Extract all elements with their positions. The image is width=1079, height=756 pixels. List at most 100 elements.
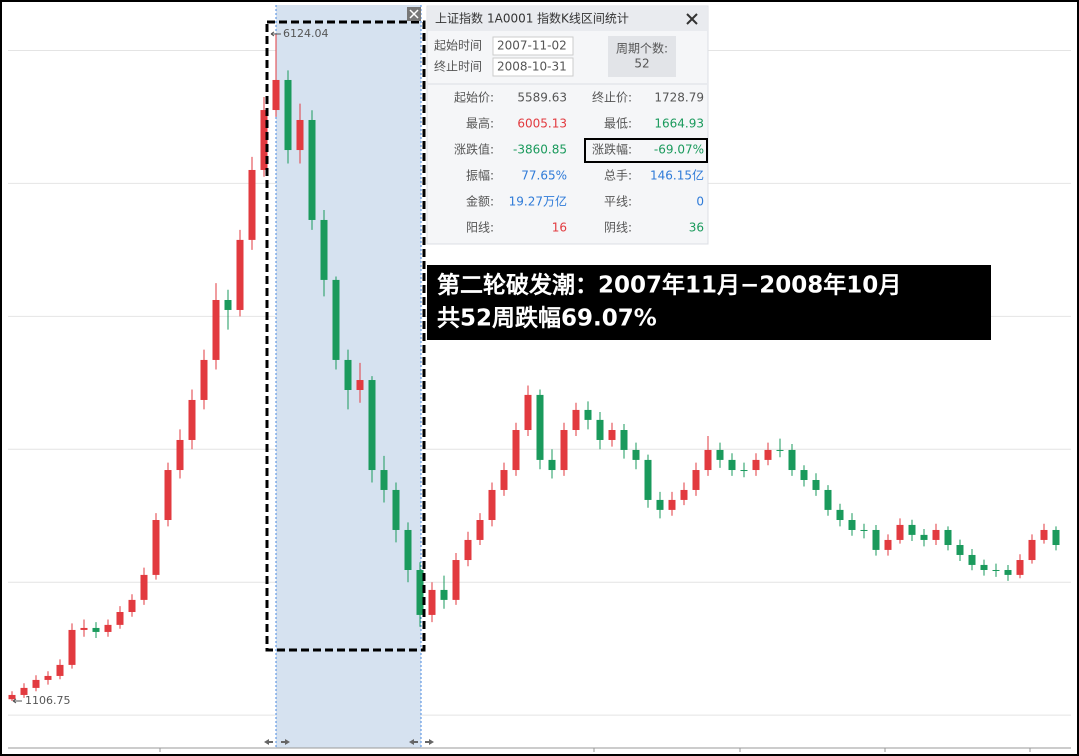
candle-body (284, 79, 292, 151)
candle-body (752, 459, 760, 471)
x-ticks (159, 748, 1031, 752)
min-arrow (12, 698, 22, 704)
candle-body (920, 534, 928, 540)
stat-value: 1728.79 (654, 91, 704, 105)
candle-body (932, 529, 940, 540)
candle-body (764, 449, 772, 460)
candle-body (128, 599, 136, 613)
stat-value: 146.15亿 (650, 168, 704, 183)
candle-body (524, 394, 532, 431)
candle-body (620, 430, 628, 450)
candle-body (356, 380, 364, 390)
stat-label: 起始价: (454, 91, 494, 105)
end-date: 2008-10-31 (497, 60, 567, 74)
stat-value: 6005.13 (517, 117, 567, 131)
candle-body (776, 449, 784, 451)
start-label: 起始时间 (434, 39, 482, 53)
annotation-box (427, 265, 991, 340)
candle-body (248, 169, 256, 240)
candle-body (428, 589, 436, 615)
candle-body (344, 359, 352, 390)
drag-handles[interactable] (264, 739, 434, 745)
candle-body (1052, 529, 1060, 546)
stat-value: 19.27万亿 (509, 194, 567, 209)
candle-body (368, 380, 376, 471)
candle-body (452, 560, 460, 600)
candle-body (1004, 569, 1012, 575)
stat-label: 终止价: (592, 90, 632, 105)
candle-body (32, 679, 40, 688)
panel-title: 指数K线区间统计 (537, 11, 629, 26)
count-label: 周期个数: (616, 41, 668, 56)
stat-value: 16 (552, 221, 567, 235)
candle-body (236, 239, 244, 310)
annotation-line: 共52周跌幅69.07% (437, 306, 657, 332)
candle-body (644, 459, 652, 500)
candle-body (824, 489, 832, 510)
count-box (608, 36, 676, 77)
stat-label: 金额: (466, 194, 494, 209)
candle-body (680, 489, 688, 500)
highlight-box (265, 20, 426, 652)
candle-body (416, 569, 424, 615)
candle-body (704, 449, 712, 471)
stat-label: 平线: (604, 195, 632, 209)
candle-body (632, 449, 640, 460)
candle-body (188, 399, 196, 440)
count-value: 52 (634, 57, 649, 71)
candle-body (692, 470, 700, 490)
stat-label: 阴线: (604, 221, 632, 235)
candle-body (1028, 539, 1036, 561)
candle-body (800, 470, 808, 480)
stat-value: -3860.85 (513, 143, 567, 157)
candle-body (296, 119, 304, 151)
candle-body (404, 529, 412, 570)
candle-body (224, 299, 232, 310)
candle-body (1040, 529, 1048, 540)
candle-body (20, 687, 28, 695)
candle-body (548, 459, 556, 471)
stat-value: 1664.93 (654, 117, 704, 131)
stat-label: 涨跌值: (454, 142, 494, 157)
panel-close[interactable] (686, 13, 698, 25)
stat-value: 5589.63 (517, 91, 567, 105)
candle-body (536, 394, 544, 460)
end-input[interactable] (492, 57, 574, 77)
stat-label: 振幅: (466, 168, 494, 183)
candle-body (848, 520, 856, 530)
candle-body (476, 520, 484, 540)
max-arrow (270, 31, 281, 37)
start-date: 2007-11-02 (497, 39, 567, 53)
candle-body (716, 449, 724, 460)
max-label: 6124.04 (283, 27, 329, 40)
close-icon (409, 9, 419, 19)
stat-label: 最低: (604, 117, 632, 131)
candle-body (92, 627, 100, 632)
stat-label: 最高: (466, 116, 494, 131)
start-input[interactable] (492, 36, 574, 56)
candle-body (164, 470, 172, 521)
candle-body (884, 539, 892, 550)
candle-body (1016, 560, 1024, 575)
candle-body (320, 219, 328, 280)
panel-header (428, 7, 707, 31)
candle-body (992, 569, 1000, 571)
highlight-cell (584, 138, 708, 163)
candle-body (572, 409, 580, 431)
stat-value: 36 (689, 221, 704, 235)
candle-body (788, 449, 796, 471)
panel-name: 上证指数 (435, 11, 483, 26)
min-label: 1106.75 (25, 694, 71, 707)
end-label: 终止时间 (434, 59, 482, 74)
candle-body (956, 545, 964, 555)
candle-body (80, 627, 88, 630)
candle-body (728, 459, 736, 471)
candle-body (512, 430, 520, 471)
candle-body (944, 529, 952, 546)
stat-value: 77.65% (521, 169, 567, 183)
candle-body (8, 694, 16, 700)
candle-body (176, 439, 184, 471)
candle-body (464, 539, 472, 561)
candle-body (44, 675, 52, 680)
